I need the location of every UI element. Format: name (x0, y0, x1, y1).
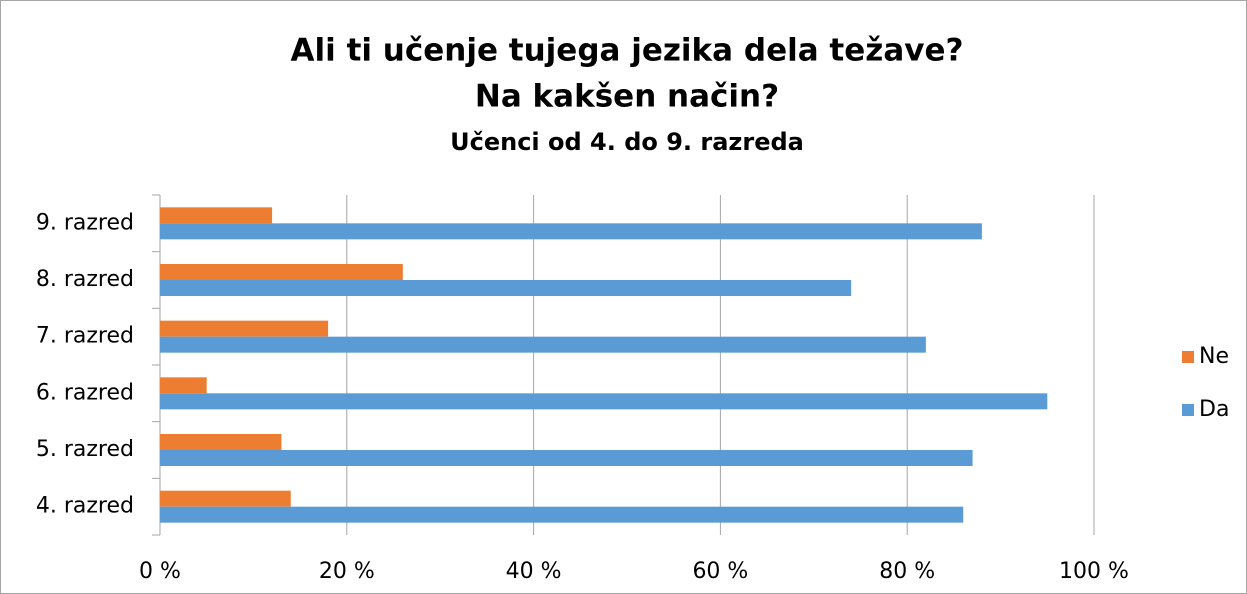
x-tick-label: 20 % (319, 559, 375, 584)
y-tick-label: 6. razred (36, 380, 134, 405)
x-tick-label: 60 % (692, 559, 748, 584)
bar (160, 320, 329, 337)
x-tick-label: 40 % (506, 559, 562, 584)
bar (160, 264, 403, 280)
legend-label: Da (1199, 397, 1229, 422)
chart-title: Ali ti učenje tujega jezika dela težave? (291, 33, 964, 69)
bar (160, 490, 291, 507)
legend-swatch (1182, 404, 1194, 416)
x-tick-label: 80 % (879, 559, 935, 584)
bar (160, 434, 282, 450)
bar (160, 336, 926, 353)
y-tick-label: 4. razred (36, 494, 134, 519)
bar (160, 377, 207, 394)
y-tick-label: 7. razred (36, 324, 134, 349)
bar (160, 280, 852, 296)
y-tick-label: 9. razred (36, 210, 134, 235)
bar (160, 223, 982, 240)
bar (160, 450, 973, 466)
y-tick-label: 5. razred (36, 437, 134, 462)
chart-subtitle: Učenci od 4. do 9. razreda (450, 128, 804, 156)
chart-title: Na kakšen način? (475, 79, 779, 115)
bar (160, 207, 273, 224)
legend-label: Ne (1199, 344, 1229, 369)
y-tick-label: 8. razred (36, 267, 134, 292)
x-tick-label: 0 % (139, 559, 181, 584)
bar (160, 506, 964, 523)
legend-swatch (1182, 351, 1194, 363)
bar (160, 393, 1048, 410)
x-tick-label: 100 % (1059, 559, 1129, 584)
